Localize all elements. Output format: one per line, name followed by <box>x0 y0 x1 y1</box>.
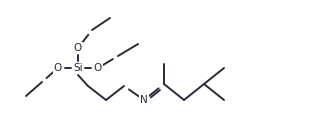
Text: N: N <box>140 95 148 105</box>
Text: O: O <box>94 63 102 73</box>
Text: O: O <box>74 43 82 53</box>
Text: O: O <box>54 63 62 73</box>
Text: Si: Si <box>73 63 83 73</box>
